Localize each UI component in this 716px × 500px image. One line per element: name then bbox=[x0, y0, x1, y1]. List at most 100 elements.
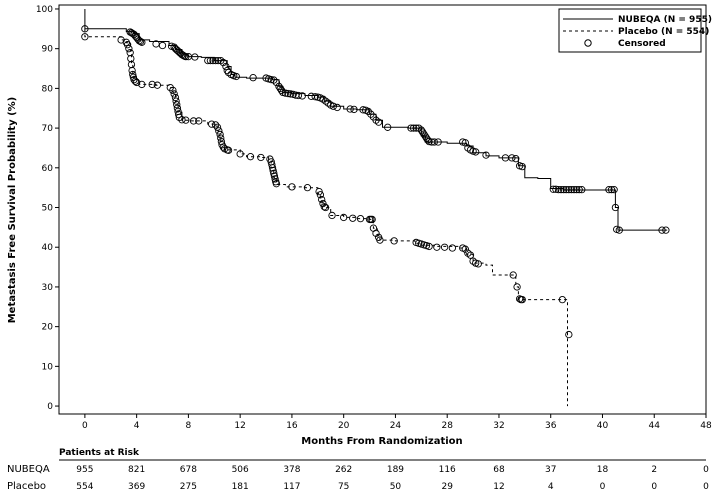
censor-marker bbox=[311, 93, 319, 101]
risk-value: 18 bbox=[597, 465, 609, 475]
censor-marker bbox=[125, 45, 133, 53]
censor-marker bbox=[333, 103, 341, 112]
x-tick-label: 44 bbox=[649, 421, 661, 431]
risk-value: 75 bbox=[338, 482, 349, 492]
risk-value: 0 bbox=[703, 482, 709, 492]
x-tick-label: 48 bbox=[700, 421, 712, 431]
censor-marker bbox=[424, 136, 432, 144]
censor-marker bbox=[298, 92, 306, 100]
censor-marker bbox=[270, 172, 279, 180]
x-tick-label: 0 bbox=[82, 421, 88, 431]
censor-marker bbox=[211, 121, 220, 129]
legend-label-censored: Censored bbox=[618, 39, 666, 49]
censor-marker bbox=[611, 203, 620, 212]
censor-marker bbox=[275, 82, 283, 91]
censor-marker bbox=[329, 102, 337, 110]
legend-label-placebo: Placebo (N = 554) bbox=[618, 27, 709, 37]
censor-marker bbox=[175, 110, 183, 119]
censor-marker bbox=[513, 283, 521, 291]
censor-marker bbox=[268, 164, 277, 172]
y-tick-label: 80 bbox=[42, 84, 54, 94]
censor-marker bbox=[276, 84, 284, 93]
censor-marker bbox=[175, 113, 183, 122]
risk-value: 678 bbox=[180, 465, 197, 475]
censor-marker bbox=[131, 77, 139, 85]
y-tick-label: 90 bbox=[42, 45, 54, 55]
risk-value: 4 bbox=[548, 482, 554, 492]
censor-marker bbox=[434, 138, 442, 146]
censor-marker bbox=[658, 226, 666, 234]
x-tick-label: 4 bbox=[134, 421, 140, 431]
censor-marker bbox=[448, 244, 457, 252]
risk-value: 181 bbox=[232, 482, 249, 492]
censor-marker bbox=[615, 226, 623, 234]
risk-value: 117 bbox=[283, 482, 300, 492]
censor-marker bbox=[508, 154, 516, 162]
censor-marker bbox=[219, 58, 227, 67]
censor-marker bbox=[417, 126, 425, 134]
censor-marker bbox=[560, 185, 568, 194]
censor-marker bbox=[269, 166, 277, 175]
survival-curve-placebo bbox=[84, 28, 568, 407]
censor-marker bbox=[565, 185, 573, 194]
censor-marker bbox=[286, 90, 295, 98]
censor-marker bbox=[182, 52, 190, 61]
risk-value: 12 bbox=[493, 482, 504, 492]
censor-marker bbox=[158, 41, 167, 50]
risk-row-label-nubeqa: NUBEQA bbox=[7, 464, 50, 475]
censor-marker bbox=[440, 243, 449, 251]
censor-marker bbox=[224, 146, 233, 154]
y-axis: 0 10 20 30 40 50 60 70 80 90 100 bbox=[36, 5, 59, 412]
y-tick-label: 50 bbox=[42, 204, 54, 214]
censor-marker bbox=[425, 242, 433, 251]
censor-marker bbox=[249, 74, 257, 82]
censor-marker bbox=[182, 116, 190, 124]
censor-marker bbox=[206, 56, 215, 65]
censor-marker bbox=[303, 184, 312, 192]
censor-marker bbox=[204, 56, 212, 65]
censor-marker bbox=[518, 162, 526, 171]
risk-value: 554 bbox=[76, 482, 93, 492]
y-tick-label: 100 bbox=[36, 5, 53, 15]
censor-marker bbox=[321, 203, 330, 212]
censor-marker bbox=[173, 101, 181, 109]
risk-value: 0 bbox=[600, 482, 606, 492]
y-tick-label: 40 bbox=[42, 243, 54, 253]
censor-marker bbox=[575, 185, 583, 194]
y-tick-label: 70 bbox=[42, 124, 54, 134]
censor-marker bbox=[390, 237, 398, 245]
censor-marker bbox=[148, 80, 156, 89]
censor-marker bbox=[288, 183, 296, 191]
censor-marker bbox=[281, 89, 290, 97]
censor-marker bbox=[171, 93, 180, 102]
censor-marker bbox=[425, 137, 433, 146]
censor-marker bbox=[223, 66, 231, 75]
censor-markers bbox=[81, 25, 670, 339]
censor-marker bbox=[509, 271, 517, 279]
censor-marker bbox=[213, 123, 222, 131]
censor-marker bbox=[421, 132, 429, 140]
censor-marker bbox=[232, 72, 240, 81]
risk-value: 0 bbox=[703, 465, 709, 475]
censor-marker bbox=[374, 118, 383, 126]
risk-value: 68 bbox=[493, 465, 505, 475]
censor-marker bbox=[328, 211, 336, 220]
x-tick-label: 16 bbox=[286, 421, 298, 431]
censor-marker bbox=[169, 86, 177, 95]
censor-marker bbox=[412, 124, 420, 132]
censor-marker bbox=[570, 185, 578, 194]
censor-marker bbox=[359, 106, 367, 114]
x-tick-label: 36 bbox=[545, 421, 557, 431]
censor-marker bbox=[81, 25, 89, 33]
risk-value: 2 bbox=[651, 465, 657, 475]
x-tick-label: 12 bbox=[234, 421, 245, 431]
censor-marker bbox=[128, 66, 136, 75]
censor-marker bbox=[215, 127, 223, 135]
risk-row-label-placebo: Placebo bbox=[7, 481, 46, 492]
censor-marker bbox=[418, 128, 427, 136]
censor-marker bbox=[562, 185, 570, 194]
risk-value: 821 bbox=[128, 465, 145, 475]
censor-marker bbox=[433, 243, 441, 251]
risk-value: 275 bbox=[180, 482, 197, 492]
